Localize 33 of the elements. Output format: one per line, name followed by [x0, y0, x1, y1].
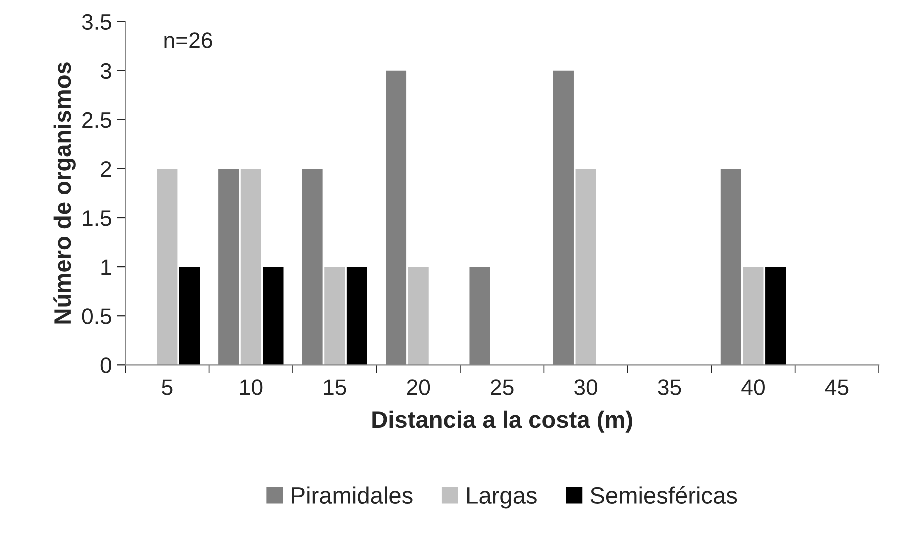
x-tick-label: 5	[162, 380, 173, 396]
y-tick-label: 0.5	[82, 308, 112, 324]
x-tick-label: 15	[324, 380, 346, 396]
y-axis-title: Número de organismos	[54, 62, 76, 324]
y-tick-label: 1.5	[83, 210, 112, 226]
bar	[157, 168, 178, 366]
legend-label: Semiesféricas	[590, 486, 738, 504]
bar	[179, 267, 200, 366]
y-tick-label: 3	[100, 63, 112, 80]
x-tick-label: 35	[658, 380, 682, 396]
x-tick-label: 10	[240, 380, 263, 396]
y-tick-label: 0	[100, 358, 112, 374]
y-tick-label: 2.5	[82, 112, 112, 128]
bar	[263, 267, 284, 366]
y-tick-label: 1	[102, 260, 112, 276]
bar	[576, 168, 596, 366]
legend-label: Piramidales	[292, 486, 413, 504]
bar	[766, 267, 786, 366]
x-tick-label: 20	[407, 380, 430, 396]
bar	[408, 267, 429, 366]
bar	[743, 267, 764, 366]
y-tick-label: 2	[101, 161, 112, 177]
annotation: n=26	[164, 32, 212, 48]
x-tick-label: 30	[574, 380, 598, 396]
x-tick-label: 25	[491, 380, 514, 396]
bar	[324, 267, 346, 366]
bar	[346, 267, 368, 366]
legend-label: Largas	[468, 488, 537, 509]
x-tick-label: 45	[825, 380, 849, 396]
bar	[240, 168, 262, 366]
x-tick-label: 40	[742, 380, 765, 396]
x-axis-title: Distancia a la costa (m)	[372, 410, 632, 433]
y-tick-label: 3.5	[82, 14, 112, 30]
